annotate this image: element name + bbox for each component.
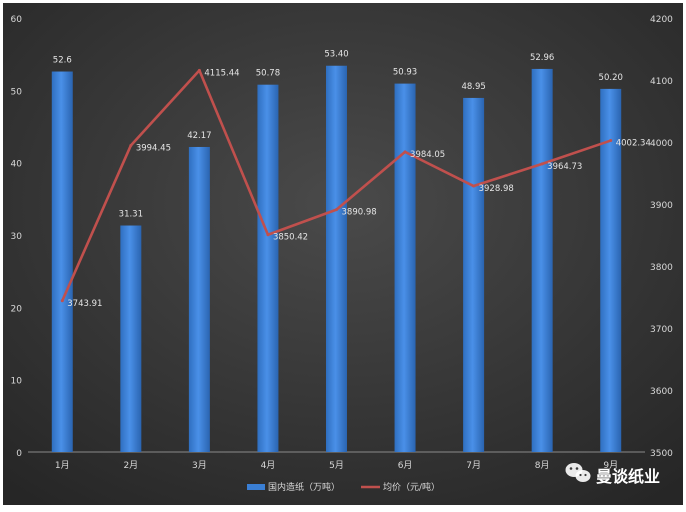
x-tick-label: 8月 xyxy=(535,460,550,471)
y-right-tick-label: 4100 xyxy=(650,77,673,87)
legend-swatch-bar xyxy=(247,484,265,490)
y-right-tick-label: 4000 xyxy=(650,139,673,149)
bar xyxy=(394,83,416,453)
bar-data-label: 53.40 xyxy=(324,50,348,60)
watermark-text: 曼谈纸业 xyxy=(596,467,660,486)
bar-data-label: 50.20 xyxy=(599,73,623,83)
y-right-tick-label: 3500 xyxy=(650,449,673,459)
y-right-tick-label: 3800 xyxy=(650,263,673,273)
y-left-tick-label: 10 xyxy=(11,377,23,387)
bar-data-label: 52.6 xyxy=(53,56,72,66)
bar-data-label: 50.93 xyxy=(393,68,417,78)
bar-series xyxy=(51,65,622,453)
bar xyxy=(531,68,553,452)
wechat-icon xyxy=(565,463,591,482)
watermark: 曼谈纸业 xyxy=(565,463,660,486)
line-point xyxy=(403,150,407,154)
y-right-tick-label: 3600 xyxy=(650,387,673,397)
bar xyxy=(463,97,485,452)
x-tick-label: 6月 xyxy=(398,460,413,471)
line-point xyxy=(609,139,613,143)
line-data-label: 3984.05 xyxy=(410,150,445,160)
bar xyxy=(51,71,73,452)
bar-data-label: 48.95 xyxy=(461,82,485,92)
x-tick-label: 2月 xyxy=(123,460,138,471)
line-point xyxy=(540,162,544,166)
y-left-tick-label: 20 xyxy=(11,304,23,314)
line-data-label: 3964.73 xyxy=(547,162,582,172)
bar xyxy=(600,88,622,453)
bar-data-label: 52.96 xyxy=(530,53,554,63)
bar-data-label: 50.78 xyxy=(256,69,280,79)
line-data-label: 3994.45 xyxy=(136,143,171,153)
x-tick-label: 3月 xyxy=(192,460,207,471)
legend: 国内造纸（万吨） 均价（元/吨） xyxy=(247,481,440,493)
line-point xyxy=(60,299,64,303)
data-labels: 52.6 31.31 42.17 50.78 53.40 50.93 48.95 52.96 5… xyxy=(53,50,651,309)
y-left-tick-label: 40 xyxy=(11,160,23,170)
line-point xyxy=(472,184,476,188)
bar-data-label: 31.31 xyxy=(119,210,143,220)
line-point xyxy=(129,143,133,147)
y-left-tick-label: 30 xyxy=(11,232,23,242)
x-tick-label: 9月 xyxy=(603,460,618,471)
y-right-tick-label: 3900 xyxy=(650,201,673,211)
line-data-label: 4115.44 xyxy=(204,68,239,78)
line-data-label: 4002.34 xyxy=(616,139,651,149)
y-left-tick-label: 0 xyxy=(16,449,22,459)
line-point xyxy=(197,68,201,72)
line-data-label: 3890.98 xyxy=(342,208,377,218)
y-left-tick-label: 60 xyxy=(11,15,23,25)
bar xyxy=(120,225,142,452)
legend-label-line: 均价（元/吨） xyxy=(383,481,440,493)
y-left-tick-label: 50 xyxy=(11,87,23,97)
x-tick-label: 5月 xyxy=(329,460,344,471)
line-series xyxy=(60,68,613,303)
line-data-label: 3743.91 xyxy=(67,299,102,309)
bar-data-label: 42.17 xyxy=(187,131,211,141)
legend-label-bar: 国内造纸（万吨） xyxy=(268,481,340,493)
x-tick-label: 7月 xyxy=(466,460,481,471)
y-right-tick-label: 3700 xyxy=(650,325,673,335)
bar xyxy=(257,84,279,452)
line-data-label: 3850.42 xyxy=(273,233,308,243)
x-tick-label: 4月 xyxy=(261,460,276,471)
line-point xyxy=(266,233,270,237)
y-right-tick-label: 4200 xyxy=(650,15,673,25)
bar xyxy=(326,65,347,453)
line-point xyxy=(335,208,338,212)
x-tick-label: 1月 xyxy=(55,460,70,471)
line-data-label: 3928.98 xyxy=(479,184,514,194)
bar xyxy=(188,146,210,452)
